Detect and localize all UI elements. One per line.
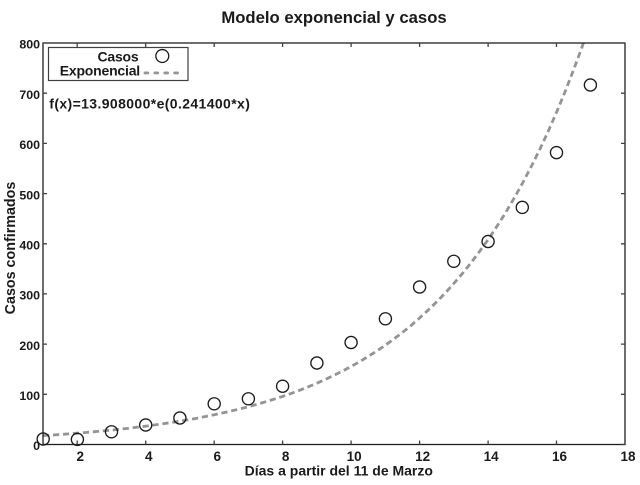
svg-text:16: 16 [552, 449, 568, 464]
svg-text:14: 14 [484, 449, 500, 464]
svg-text:100: 100 [19, 389, 40, 403]
svg-text:400: 400 [19, 239, 40, 253]
svg-text:6: 6 [213, 449, 221, 464]
svg-text:8: 8 [282, 449, 290, 464]
svg-text:200: 200 [19, 339, 40, 353]
svg-text:f(x)=13.908000*e(0.241400*x): f(x)=13.908000*e(0.241400*x) [49, 96, 250, 112]
svg-text:12: 12 [415, 449, 430, 464]
svg-text:800: 800 [19, 38, 40, 52]
svg-text:2: 2 [76, 449, 84, 464]
svg-text:10: 10 [347, 449, 362, 464]
svg-text:600: 600 [19, 138, 40, 152]
svg-text:0: 0 [33, 439, 40, 453]
svg-text:Casos: Casos [97, 49, 138, 65]
svg-text:Exponencial: Exponencial [60, 63, 140, 79]
svg-text:18: 18 [620, 449, 636, 464]
svg-text:Casos confirmados: Casos confirmados [3, 182, 19, 315]
svg-text:4: 4 [145, 449, 153, 464]
svg-text:700: 700 [19, 88, 40, 102]
svg-text:Modelo exponencial y casos: Modelo exponencial y casos [221, 8, 446, 27]
svg-text:300: 300 [19, 289, 40, 303]
svg-text:500: 500 [19, 188, 40, 202]
svg-text:Días a partir del 11 de Marzo: Días a partir del 11 de Marzo [245, 462, 433, 478]
